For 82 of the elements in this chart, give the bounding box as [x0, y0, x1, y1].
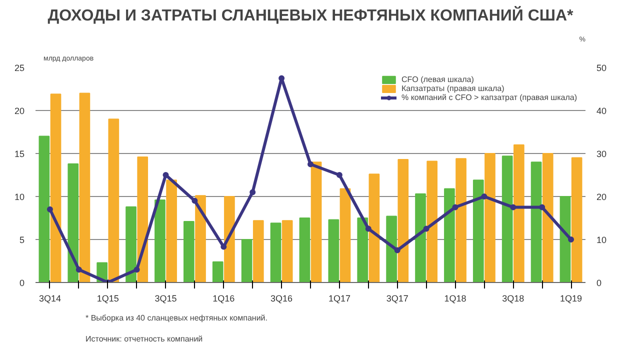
y-tick-label: 0 — [19, 278, 25, 288]
y2-tick-label: 40 — [596, 106, 607, 116]
x-tick-label: 3Q16 — [270, 294, 293, 304]
bar — [299, 218, 310, 282]
y-tick-label: 20 — [14, 106, 25, 116]
y2-tick-label: 0 — [596, 278, 602, 288]
bar — [50, 94, 62, 282]
text: Источник: отчетность компаний — [86, 334, 203, 344]
point — [308, 161, 314, 168]
point — [568, 236, 574, 242]
bar — [126, 206, 136, 282]
x-tick-label: 1Q18 — [444, 294, 466, 304]
y-tick-label: 10 — [14, 192, 25, 202]
bar — [252, 220, 264, 282]
bar — [484, 153, 496, 282]
bar — [38, 136, 50, 282]
x-tick-label: 3Q18 — [502, 294, 524, 304]
point — [539, 204, 546, 210]
point — [481, 194, 488, 200]
point — [134, 266, 140, 273]
bar — [184, 220, 194, 282]
x-tick-label: 1Q16 — [212, 294, 235, 304]
bar — [79, 92, 90, 282]
y-tick-label: 25 — [14, 63, 25, 73]
bar — [310, 162, 322, 282]
point — [46, 206, 53, 212]
bar — [502, 156, 513, 282]
bar — [444, 188, 455, 282]
y2-tick-label: 30 — [596, 149, 607, 159]
x-tick-label: 3Q15 — [154, 294, 177, 304]
bar — [68, 163, 79, 282]
bar — [340, 188, 351, 282]
legend-label: CFO (левая шкала) — [401, 75, 474, 84]
bar — [224, 196, 235, 282]
point — [220, 244, 227, 250]
bar — [368, 174, 380, 282]
point — [394, 247, 400, 254]
point — [192, 198, 198, 204]
bar — [108, 118, 120, 282]
bar — [415, 193, 426, 282]
bar — [386, 216, 397, 282]
y-tick-label: 15 — [14, 149, 25, 159]
point — [162, 172, 169, 178]
y2-tick-label: 50 — [596, 63, 607, 73]
bar — [542, 153, 554, 282]
bar — [212, 261, 224, 282]
bar — [571, 157, 582, 282]
point — [423, 226, 430, 232]
text: * Выборка из 40 сланцевых нефтяных компаний. — [86, 314, 268, 322]
x-tick-label: 1Q15 — [96, 294, 119, 304]
bar — [328, 219, 340, 282]
x-tick-label: 3Q14 — [38, 294, 61, 304]
bar — [357, 218, 368, 282]
bar — [195, 195, 206, 282]
y-tick-label: 5 — [19, 235, 25, 245]
point — [76, 266, 82, 273]
x-tick-label: 1Q19 — [560, 294, 582, 304]
bar — [426, 160, 438, 282]
bar — [154, 199, 166, 282]
y2-tick-label: 20 — [596, 192, 607, 202]
point — [365, 226, 372, 232]
y2-tick-label: 10 — [596, 235, 607, 245]
point — [336, 172, 342, 178]
bar — [398, 159, 409, 282]
chart-title: ДОХОДЫ И ЗАТРАТЫ СЛАНЦЕВЫХ НЕФТЯНЫХ КОМПАНИЙ США* — [48, 6, 574, 24]
legend-label: % компаний с CFO > капзатрат (правая шкала) — [401, 93, 577, 102]
point — [510, 204, 516, 210]
bar — [514, 144, 524, 282]
bar — [270, 222, 282, 282]
bar — [241, 239, 252, 282]
bar — [137, 156, 148, 282]
bar — [166, 180, 177, 282]
bar — [456, 158, 466, 282]
bar — [560, 196, 571, 282]
bar — [282, 220, 293, 282]
bar — [472, 180, 484, 282]
x-tick-label: 3Q17 — [386, 294, 408, 304]
point — [250, 189, 256, 196]
legend-label: Капзатраты (правая шкала) — [401, 84, 504, 93]
point — [452, 204, 458, 210]
bar — [530, 162, 542, 282]
x-tick-label: 1Q17 — [328, 294, 350, 304]
